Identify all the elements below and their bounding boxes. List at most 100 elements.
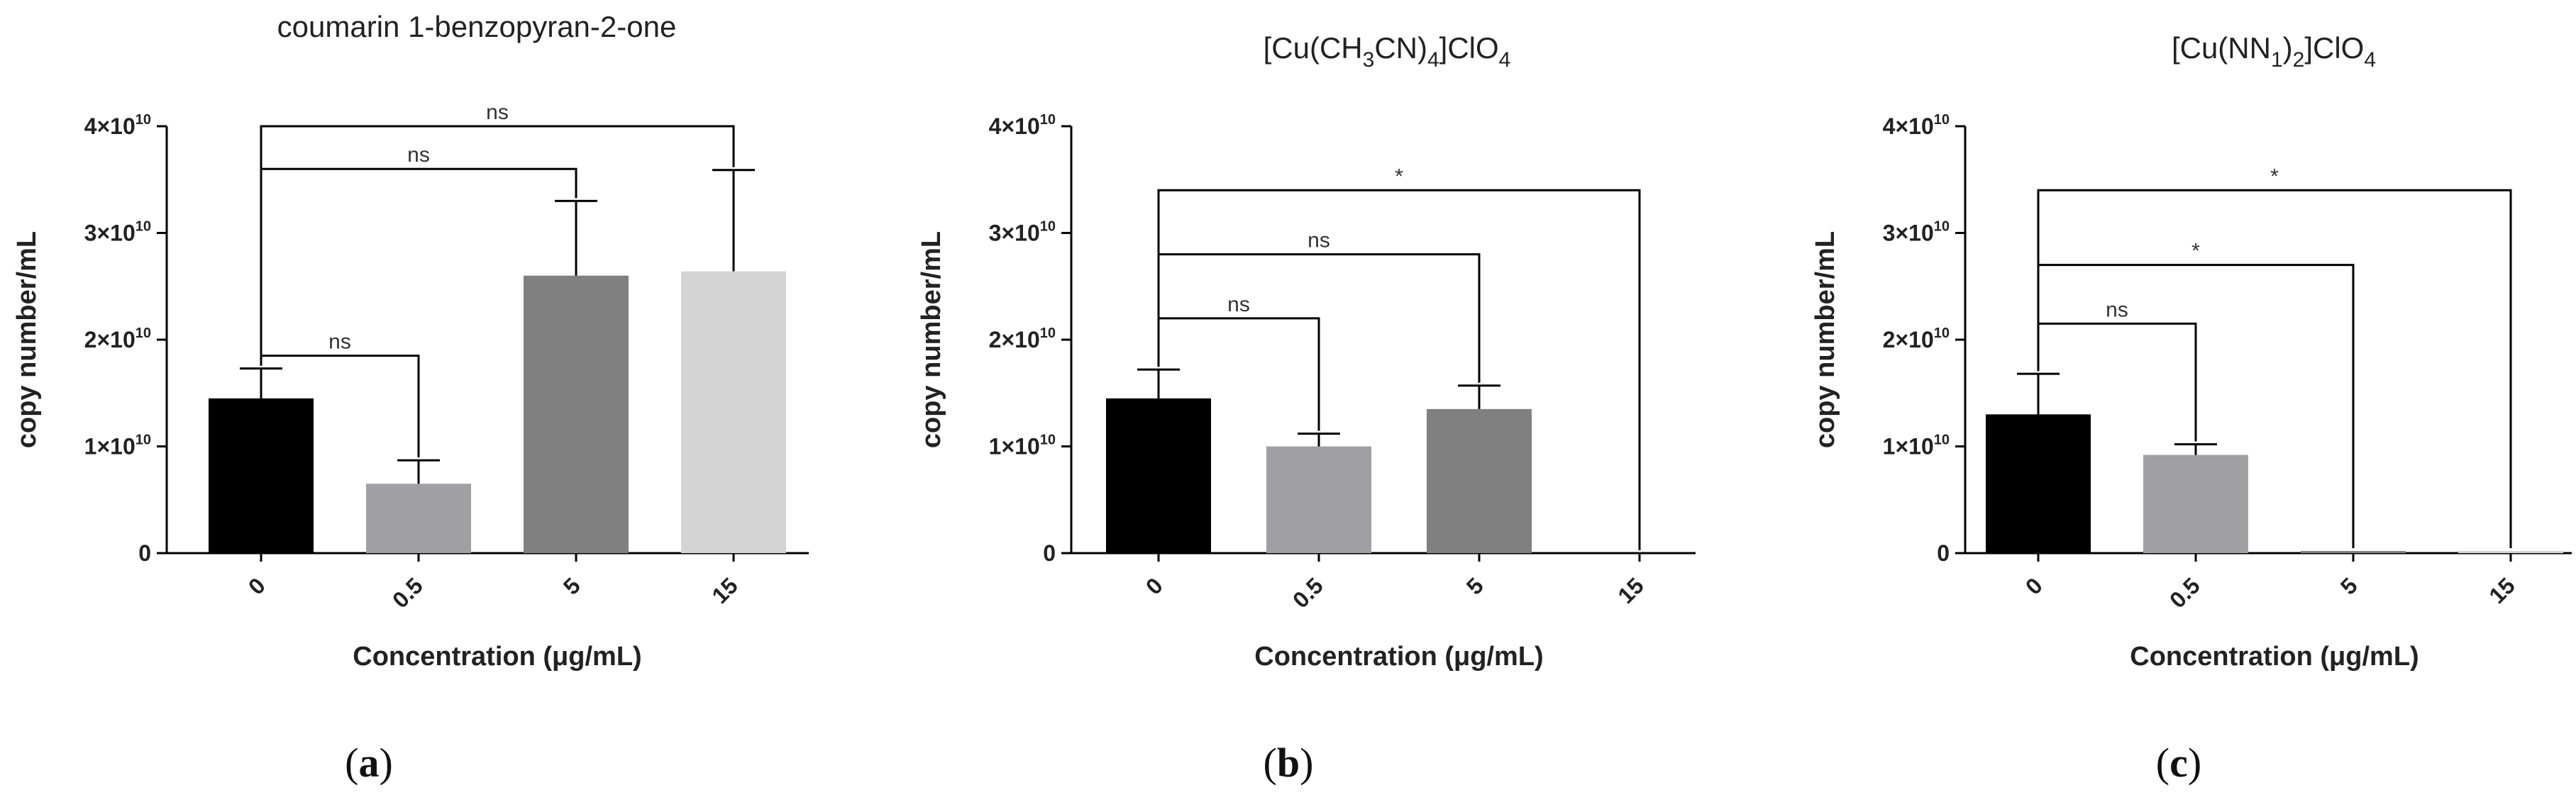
title-part: ]ClO: [1439, 31, 1499, 65]
x-tick-label: 5: [558, 572, 585, 599]
bar-15: [2458, 550, 2563, 553]
y-tick-base: 2×10: [989, 327, 1040, 352]
title-part: CN): [1374, 31, 1427, 65]
y-tick-label: 4×1010: [1883, 112, 1950, 139]
x-tick-label: 5: [1461, 572, 1488, 599]
panel-letter: (b): [1264, 740, 1314, 786]
panel-letter-open: (: [2156, 740, 2169, 786]
y-tick-base: 0: [1937, 540, 1950, 566]
panel-letter-text: a: [359, 740, 380, 786]
title-part: coumarin 1-benzopyran-2-one: [277, 10, 677, 43]
y-tick-exponent: 10: [136, 433, 151, 448]
panel-letter: (a): [345, 740, 393, 786]
panel-letter-text: c: [2169, 740, 2188, 786]
y-tick-label: 2×1010: [1883, 325, 1950, 352]
chart-title: [Cu(CH3CN)4]ClO4: [1264, 31, 1511, 72]
y-tick-label: 2×1010: [989, 325, 1056, 352]
y-tick-label: 4×1010: [989, 112, 1056, 139]
chart-panel-c: [Cu(NN1)2]ClO401×10102×10103×10104×10100…: [1811, 31, 2572, 786]
y-tick-exponent: 10: [1040, 325, 1056, 341]
title-part: [Cu(NN: [2172, 31, 2271, 65]
panel-letter-close: ): [2188, 740, 2201, 786]
significance-label: ns: [1227, 293, 1250, 316]
title-part: [Cu(CH: [1264, 31, 1363, 65]
y-tick-exponent: 10: [136, 219, 151, 235]
chart-panel-b: [Cu(CH3CN)4]ClO401×10102×10103×10104×101…: [917, 31, 1696, 786]
y-tick-label: 3×1010: [989, 219, 1056, 246]
bar-0: [1986, 414, 2091, 553]
y-tick-base: 4×10: [1883, 113, 1934, 139]
x-tick-label: 0: [1141, 572, 1168, 599]
y-tick-base: 2×10: [1883, 327, 1934, 352]
x-tick-label: 15: [2484, 572, 2520, 608]
significance-bracket: [1157, 189, 1641, 550]
x-tick-label: 0.5: [2165, 572, 2205, 613]
significance-bracket: [2037, 189, 2512, 548]
y-tick-label: 1×1010: [84, 433, 151, 460]
significance-label: ns: [328, 330, 351, 354]
y-axis-label: copy number/mL: [917, 231, 946, 448]
significance-label: ns: [2106, 298, 2128, 321]
title-subscript: 1: [2271, 48, 2283, 72]
bar-15: [681, 271, 786, 553]
y-tick-base: 3×10: [989, 221, 1040, 246]
y-tick-label: 2×1010: [84, 325, 151, 352]
title-subscript: 4: [2364, 48, 2376, 72]
significance-label: ns: [1308, 229, 1330, 252]
y-tick-base: 3×10: [84, 221, 136, 246]
y-tick-exponent: 10: [1040, 112, 1056, 128]
panel-letter: (c): [2156, 740, 2201, 786]
bar-0.5: [2143, 455, 2248, 553]
y-tick-base: 2×10: [84, 327, 136, 352]
y-tick-label: 0: [1937, 540, 1950, 566]
y-tick-base: 0: [1043, 540, 1056, 566]
y-tick-exponent: 10: [1040, 219, 1056, 235]
title-subscript: 2: [2293, 48, 2305, 72]
y-tick-exponent: 10: [1934, 325, 1950, 341]
x-tick-label: 0: [243, 572, 270, 599]
x-tick-label: 0.5: [387, 572, 428, 613]
chart-title: [Cu(NN1)2]ClO4: [2172, 31, 2376, 72]
x-tick-label: 0.5: [1288, 572, 1328, 613]
y-tick-exponent: 10: [1934, 433, 1950, 448]
y-tick-base: 1×10: [84, 434, 136, 460]
y-tick-base: 4×10: [84, 113, 136, 139]
bar-0.5: [1266, 446, 1371, 553]
significance-label: *: [2270, 165, 2279, 188]
y-tick-exponent: 10: [1934, 112, 1950, 128]
panel-letter-open: (: [345, 740, 358, 786]
y-tick-label: 3×1010: [84, 219, 151, 246]
chart-title: coumarin 1-benzopyran-2-one: [277, 10, 677, 43]
bar-5: [2301, 550, 2406, 553]
bar-0: [209, 398, 314, 553]
x-tick-label: 0: [2021, 572, 2047, 599]
panel-letter-text: b: [1277, 740, 1300, 786]
panel-letter-close: ): [1300, 740, 1313, 786]
title-subscript: 4: [1499, 48, 1511, 72]
y-tick-base: 1×10: [989, 434, 1040, 460]
title-subscript: 4: [1427, 48, 1439, 72]
x-tick-label: 15: [1613, 572, 1649, 608]
panel-letter-close: ): [380, 740, 393, 786]
y-tick-exponent: 10: [1040, 433, 1056, 448]
y-tick-base: 4×10: [989, 113, 1040, 139]
significance-bracket: [260, 125, 735, 366]
x-tick-label: 15: [707, 572, 743, 608]
y-tick-label: 1×1010: [1883, 433, 1950, 460]
significance-label: *: [2191, 240, 2200, 263]
y-tick-exponent: 10: [136, 112, 151, 128]
y-tick-label: 4×1010: [84, 112, 151, 139]
y-tick-exponent: 10: [136, 325, 151, 341]
title-part: ): [2283, 31, 2293, 65]
x-axis-label: Concentration (μg/mL): [2130, 642, 2419, 672]
significance-label: ns: [407, 143, 430, 167]
y-tick-base: 3×10: [1883, 221, 1934, 246]
y-axis-label: copy number/mL: [12, 231, 42, 448]
bar-0.5: [366, 484, 471, 553]
bar-5: [524, 275, 629, 553]
x-axis-label: Concentration (μg/mL): [1254, 642, 1543, 672]
y-tick-base: 0: [138, 540, 151, 566]
panel-letter-open: (: [1264, 740, 1277, 786]
y-tick-label: 0: [1043, 540, 1056, 566]
